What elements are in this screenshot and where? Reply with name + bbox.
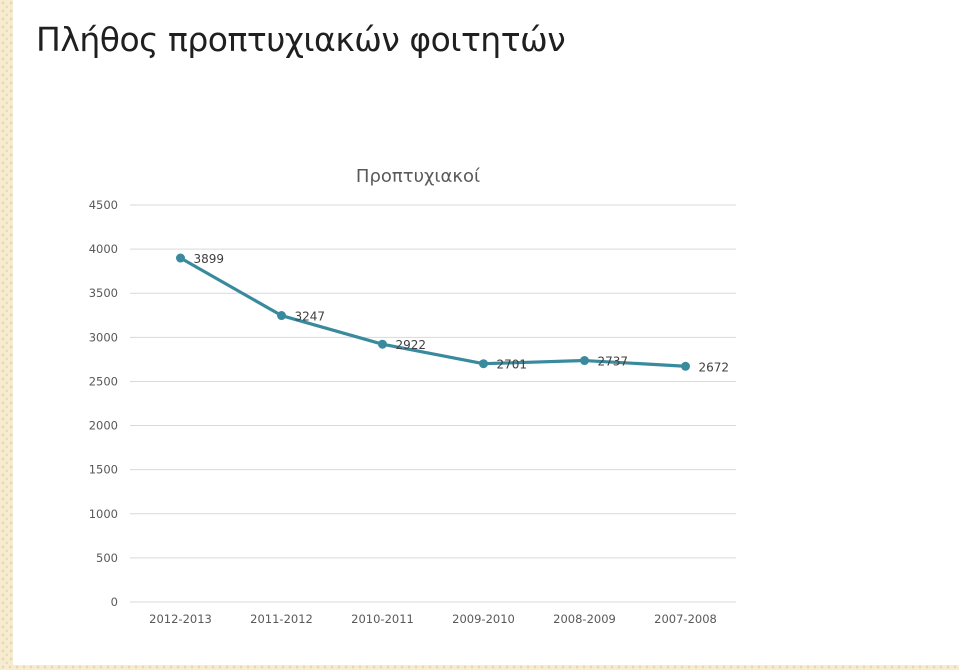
y-tick-label: 500 [96, 551, 118, 565]
gridlines [130, 204, 736, 603]
decorative-left-border [0, 0, 13, 670]
data-point [378, 339, 387, 349]
data-label: 2701 [497, 358, 528, 372]
x-tick-label: 2008-2009 [553, 612, 616, 626]
series-line [178, 256, 688, 368]
y-tick-label: 4000 [89, 242, 118, 256]
page-title: Πλήθος προπτυχιακών φοιτητών [36, 20, 566, 59]
x-axis: 2012-2013 2011-2012 2010-2011 2009-2010 2008… [149, 612, 717, 626]
y-axis: 0 500 1000 1500 2000 2500 3000 3500 4000 4500 [89, 198, 118, 609]
x-tick-label: 2012-2013 [149, 612, 212, 626]
decorative-bottom-border [0, 665, 959, 670]
data-point [176, 253, 185, 263]
y-tick-label: 2000 [89, 419, 118, 433]
y-tick-label: 3000 [89, 330, 118, 344]
data-point [277, 311, 286, 321]
data-point [681, 361, 690, 371]
x-tick-label: 2010-2011 [351, 612, 414, 626]
y-tick-label: 1000 [89, 507, 118, 521]
y-tick-label: 3500 [89, 286, 118, 300]
data-label: 2672 [699, 360, 730, 374]
x-tick-label: 2009-2010 [452, 612, 515, 626]
chart-title: Προπτυχιακοί [356, 166, 480, 187]
data-label: 3247 [295, 310, 326, 324]
data-label: 3899 [194, 252, 225, 266]
data-label: 2922 [396, 338, 427, 352]
series-layer [176, 253, 690, 371]
data-point [580, 356, 589, 366]
x-tick-label: 2007-2008 [654, 612, 717, 626]
x-tick-label: 2011-2012 [250, 612, 313, 626]
data-label: 2737 [598, 355, 629, 369]
y-tick-label: 0 [111, 595, 118, 609]
y-tick-label: 4500 [89, 198, 118, 212]
y-tick-label: 1500 [89, 463, 118, 477]
data-labels: 3899 3247 2922 2701 2737 2672 [194, 252, 730, 374]
y-tick-label: 2500 [89, 374, 118, 388]
data-point [479, 359, 488, 369]
